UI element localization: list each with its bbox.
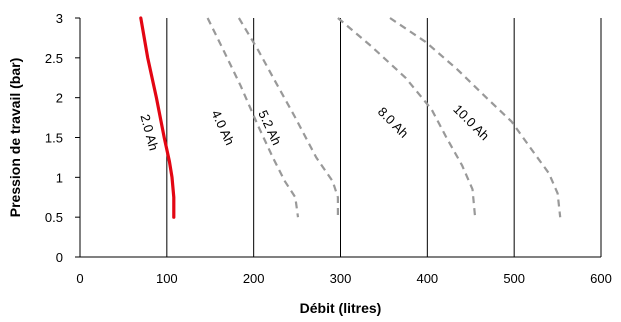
series-line-8-0-ah — [337, 17, 477, 218]
grid-lines — [166, 18, 602, 257]
series-lines — [139, 16, 562, 219]
y-tick-label-2.5: 2.5 — [45, 51, 63, 66]
x-axis-title: Débit (litres) — [300, 300, 382, 316]
y-tick-label-3: 3 — [56, 11, 63, 26]
x-tick-label-600: 600 — [590, 271, 612, 286]
y-tick-label-2: 2 — [56, 91, 63, 106]
axes — [75, 17, 601, 258]
series-line-2-0-ah — [139, 16, 176, 219]
y-axis-title: Pression de travail (bar) — [7, 58, 23, 218]
series-label-8-0-ah: 8.0 Ah — [375, 104, 412, 141]
y-tick-label-0.5: 0.5 — [45, 210, 63, 225]
x-tick-label-0: 0 — [76, 271, 83, 286]
series-line-4-0-ah — [206, 17, 300, 218]
x-tick-label-200: 200 — [243, 271, 265, 286]
series-labels: 2.0 Ah 4.0 Ah 5.2 Ah 8.0 Ah 10.0 Ah — [137, 101, 492, 152]
x-tick-label-100: 100 — [156, 271, 178, 286]
x-tick-label-300: 300 — [330, 271, 352, 286]
series-label-4-0-ah: 4.0 Ah — [208, 108, 237, 148]
series-label-2-0-ah: 2.0 Ah — [137, 113, 161, 153]
y-tick-label-1: 1 — [56, 170, 63, 185]
x-tick-labels: 0 100 200 300 400 500 600 — [76, 271, 611, 286]
series-line-10-0-ah — [389, 17, 562, 218]
y-tick-label-1.5: 1.5 — [45, 131, 63, 146]
series-line-5-2-ah — [237, 17, 339, 218]
x-tick-label-500: 500 — [503, 271, 525, 286]
y-tick-labels: 0 0.5 1 1.5 2 2.5 3 — [45, 11, 63, 265]
series-label-10-0-ah: 10.0 Ah — [450, 101, 492, 143]
y-tick-label-0: 0 — [56, 250, 63, 265]
x-tick-label-400: 400 — [416, 271, 438, 286]
